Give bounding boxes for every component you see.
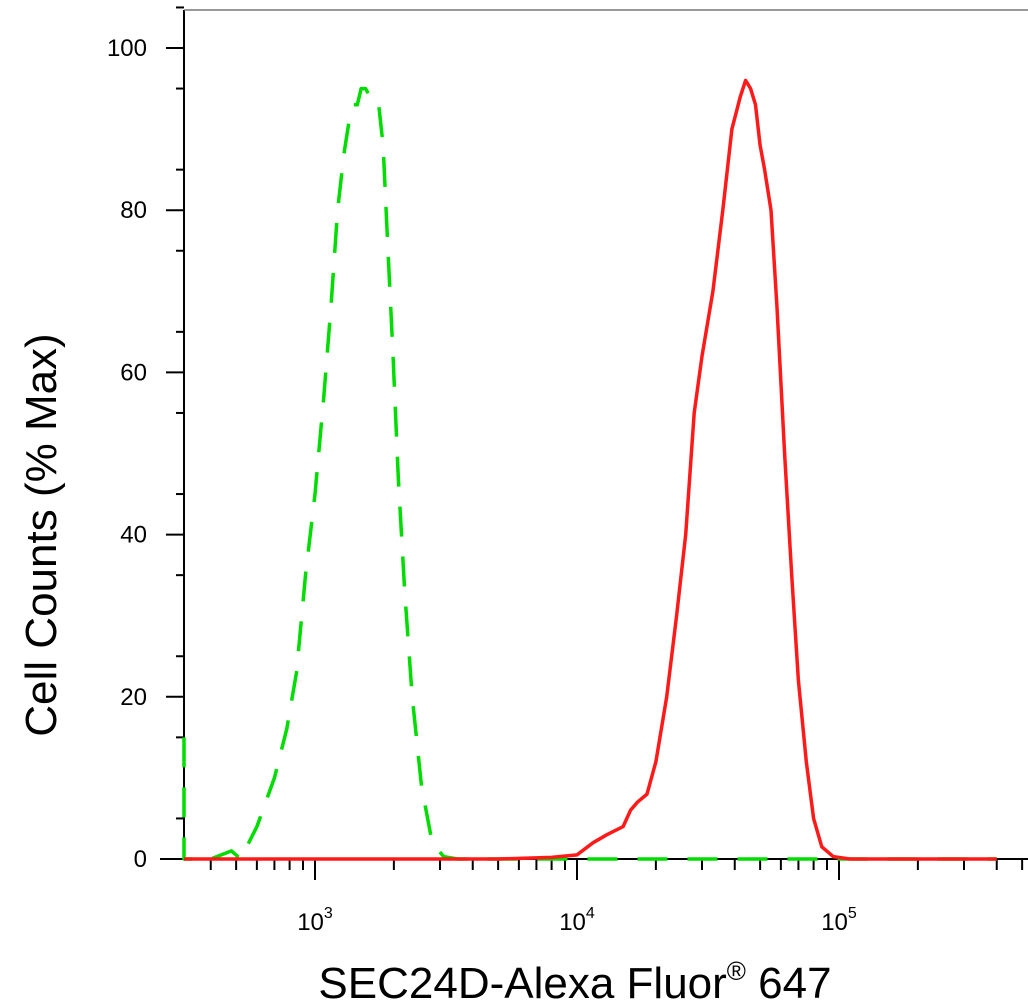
- x-axis-title-suffix: 647: [746, 959, 832, 1008]
- axes: [160, 9, 1028, 860]
- y-tick-label: 100: [107, 35, 147, 62]
- x-tick-label: 104: [559, 905, 595, 936]
- sec24d-histogram: [184, 78, 997, 861]
- axis-labels: Cell Counts (% Max) SEC24D-Alexa Fluor® …: [17, 333, 832, 1008]
- y-tick-label: 40: [120, 522, 147, 549]
- x-tick-label: 103: [297, 905, 333, 936]
- y-tick-label: 60: [120, 359, 147, 386]
- y-tick-label: 0: [134, 846, 147, 873]
- x-axis-title-main: SEC24D-Alexa Fluor: [318, 959, 726, 1008]
- isotype-control-histogram: [182, 86, 997, 861]
- data-series: [182, 78, 997, 861]
- x-axis-title: SEC24D-Alexa Fluor® 647: [318, 956, 831, 1008]
- y-tick-label: 80: [120, 197, 147, 224]
- y-axis-title: Cell Counts (% Max): [17, 333, 66, 736]
- y-tick-label: 20: [120, 684, 147, 711]
- x-axis-title-registered: ®: [727, 956, 746, 986]
- ticks: 0 20 40 60 80 100 103 104 105: [107, 6, 1024, 936]
- x-tick-label: 105: [821, 905, 857, 936]
